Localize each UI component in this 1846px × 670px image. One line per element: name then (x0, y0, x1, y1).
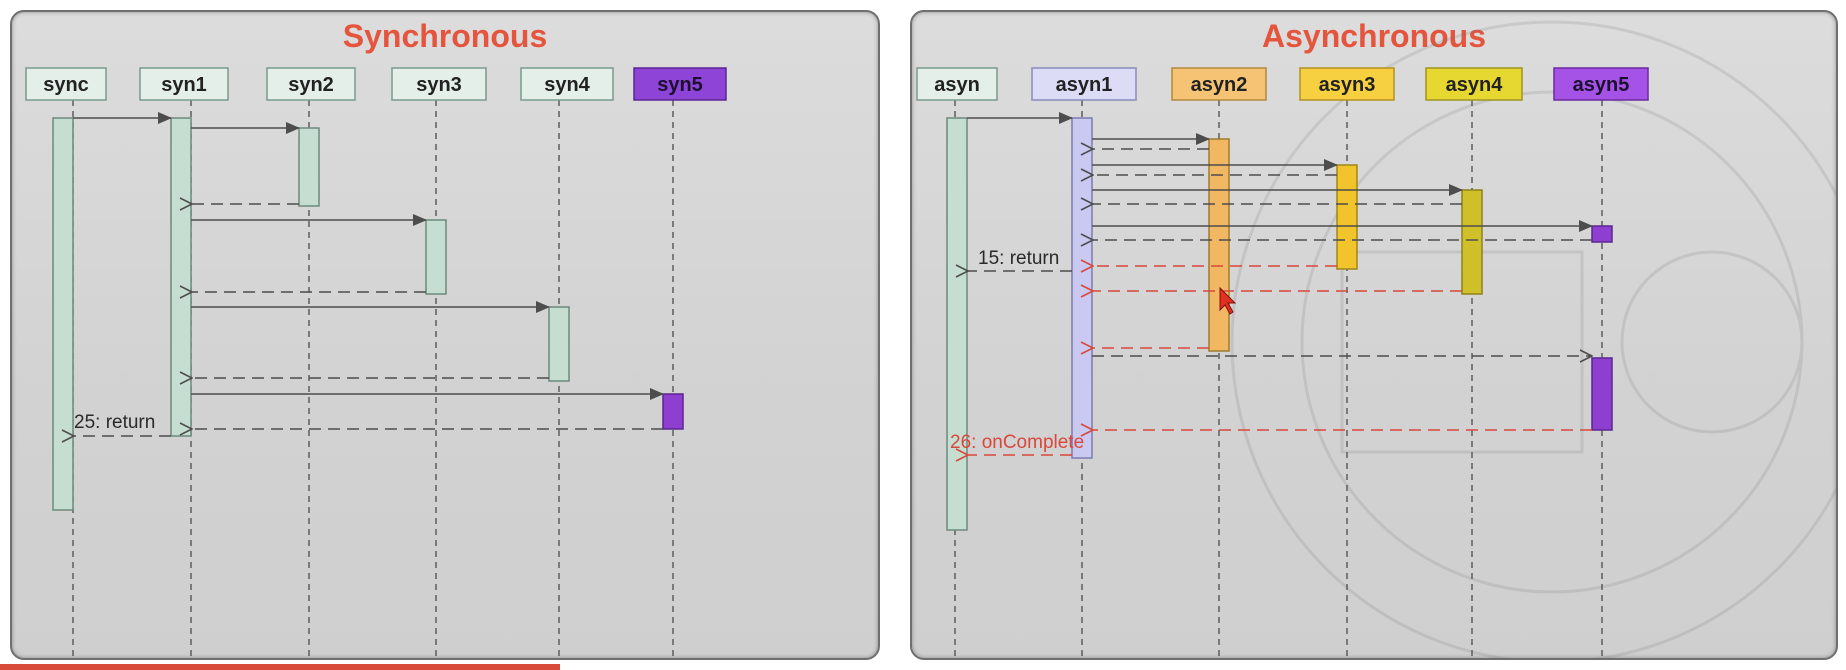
mouse-cursor-icon (1219, 286, 1237, 315)
synchronous-sequence-diagram: sync syn1 syn2 syn3 syn4 syn5 (25, 67, 727, 658)
participant-asyn3: asyn3 (1299, 67, 1395, 101)
participant-syn2: syn2 (266, 67, 356, 101)
oncomplete-label: 26: onComplete (950, 432, 1084, 453)
participant-syn3: syn3 (391, 67, 487, 101)
participant-label: syn5 (657, 74, 703, 96)
return-label: 15: return (978, 248, 1059, 269)
activation-syn5 (662, 393, 684, 430)
participant-label: asyn3 (1319, 74, 1376, 96)
activation-asyn3 (1336, 164, 1358, 270)
participant-label: sync (43, 74, 89, 96)
progress-strip (0, 664, 560, 670)
synchronous-title: Synchronous (342, 18, 548, 54)
participant-label: asyn1 (1056, 74, 1113, 96)
activation-syn4 (548, 306, 570, 382)
activation-asyn1 (1071, 117, 1093, 459)
activation-syn2 (298, 127, 320, 207)
activation-asyn (946, 117, 968, 531)
participant-asyn2: asyn2 (1171, 67, 1267, 101)
activation-asyn2 (1208, 138, 1230, 352)
activation-syn1 (170, 117, 192, 437)
participant-sync: sync (25, 67, 107, 101)
participant-syn4: syn4 (520, 67, 614, 101)
activation-asyn4 (1461, 189, 1483, 295)
return-label: 25: return (74, 412, 155, 433)
participant-label: syn2 (288, 74, 334, 96)
participant-asyn1: asyn1 (1031, 67, 1137, 101)
activation-asyn5-long (1591, 357, 1613, 431)
participant-syn1: syn1 (139, 67, 229, 101)
participant-label: syn3 (416, 74, 462, 96)
activation-syn3 (425, 219, 447, 295)
participant-label: syn4 (544, 74, 590, 96)
synchronous-panel: Synchronous sync syn1 (10, 10, 880, 660)
participant-label: syn1 (161, 74, 207, 96)
participant-asyn4: asyn4 (1425, 67, 1523, 101)
activation-sync (52, 117, 74, 511)
seal-watermark (1230, 20, 1836, 658)
participant-asyn: asyn (916, 67, 998, 101)
asynchronous-title: Asynchronous (1261, 18, 1487, 54)
participant-label: asyn5 (1573, 74, 1630, 96)
asynchronous-panel: Asynchronous (910, 10, 1838, 660)
participant-syn5: syn5 (633, 67, 727, 101)
participant-label: asyn2 (1191, 74, 1248, 96)
activation-asyn5-short (1591, 225, 1613, 243)
participant-asyn5: asyn5 (1553, 67, 1649, 101)
participant-label: asyn (934, 74, 980, 96)
asynchronous-sequence-diagram: asyn asyn1 asyn2 asyn3 asyn4 asyn5 (916, 20, 1836, 658)
participant-label: asyn4 (1446, 74, 1504, 96)
